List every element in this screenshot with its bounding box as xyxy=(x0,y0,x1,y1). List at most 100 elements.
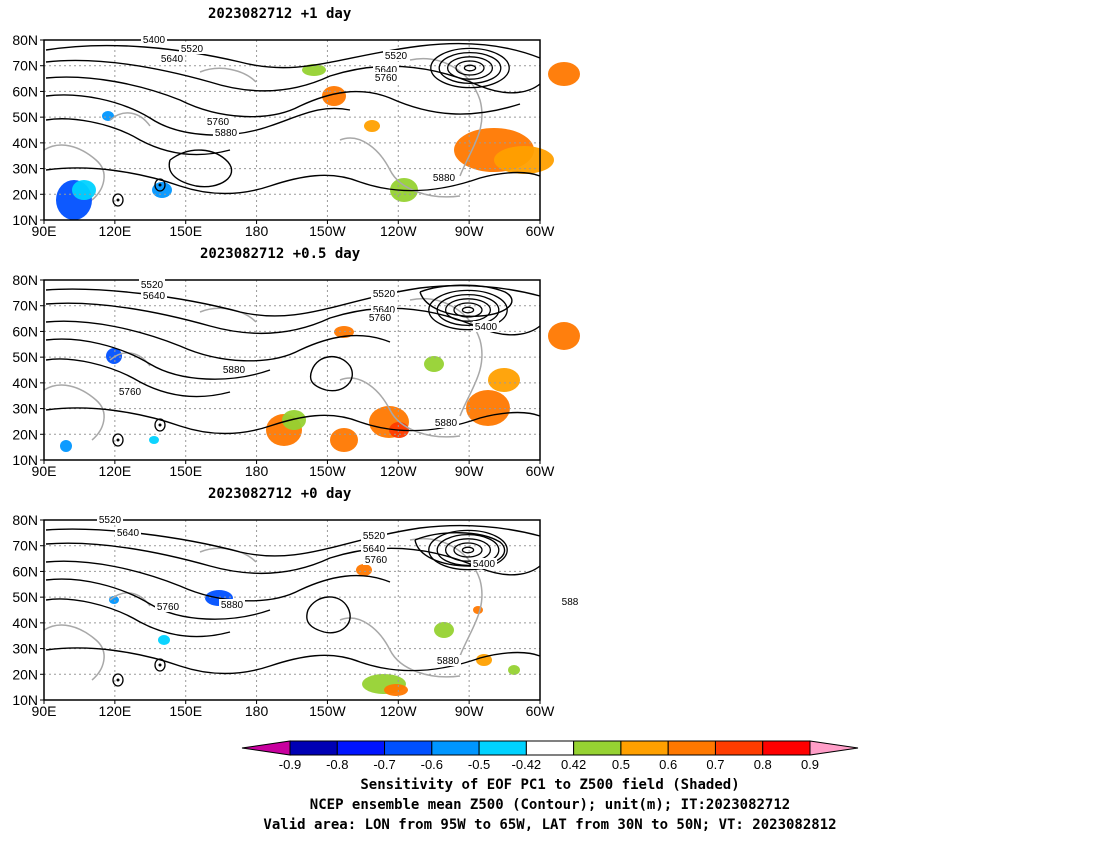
colorbar-tick-label: 0.8 xyxy=(754,757,772,772)
contour-label-bg xyxy=(373,72,399,83)
contour-label-bg xyxy=(373,64,399,75)
height-contour xyxy=(168,149,233,188)
contour-label-bg xyxy=(141,34,167,45)
colorbar-swatch xyxy=(478,740,527,756)
low-center-contour xyxy=(461,306,475,314)
contour-label-bg xyxy=(361,543,387,554)
high-center-dot xyxy=(116,438,120,442)
shading-blob xyxy=(158,635,170,645)
lon-tick-label: 180 xyxy=(245,223,269,239)
high-center-contour xyxy=(154,658,166,672)
colorbar-tick-label: 0.5 xyxy=(612,757,630,772)
contour-label: 5640 xyxy=(373,305,396,316)
colorbar-swatch xyxy=(667,740,716,756)
shading-blob xyxy=(72,180,96,200)
coastline xyxy=(409,538,483,657)
lon-tick-label: 150E xyxy=(169,703,202,719)
contour-label: 5640 xyxy=(375,65,398,76)
contour-label-bg xyxy=(159,53,185,64)
low-center-contour xyxy=(436,533,500,567)
lon-tick-label: 150W xyxy=(309,703,346,719)
contour-label-bg xyxy=(155,601,181,612)
height-contour xyxy=(45,42,541,69)
lat-tick-label: 80N xyxy=(12,512,38,528)
height-contour xyxy=(45,542,541,576)
shading-blob xyxy=(102,111,114,121)
lon-tick-label: 60W xyxy=(526,463,556,479)
low-center-contour xyxy=(428,289,508,331)
height-contour xyxy=(45,320,391,362)
lat-tick-label: 70N xyxy=(12,298,38,314)
colorbar-swatch xyxy=(762,740,811,756)
lon-tick-label: 120W xyxy=(380,703,417,719)
contour-label: 5400 xyxy=(143,35,166,46)
lon-tick-label: 150W xyxy=(309,463,346,479)
contour-label-bg xyxy=(363,554,389,565)
contour-label-bg xyxy=(179,43,205,54)
contour-label-bg xyxy=(435,655,461,666)
coastline xyxy=(199,307,257,323)
lat-tick-label: 50N xyxy=(12,589,38,605)
coastline xyxy=(339,137,461,198)
contour-label-bg xyxy=(383,50,409,61)
lat-tick-label: 20N xyxy=(12,426,38,442)
shading-blob xyxy=(364,120,380,132)
lat-tick-label: 60N xyxy=(12,563,38,579)
contour-label: 5640 xyxy=(363,544,386,555)
contour-label: 588 xyxy=(562,597,579,608)
colorbar-tick-label: -0.8 xyxy=(326,757,348,772)
lon-tick-label: 150E xyxy=(169,223,202,239)
shading-blob xyxy=(302,64,326,76)
panel-title-day05: 2023082712 +0.5 day xyxy=(200,246,361,262)
lon-tick-label: 150W xyxy=(309,223,346,239)
contour-label: 5640 xyxy=(143,291,166,302)
shading-blob xyxy=(548,62,580,86)
contour-label-bg xyxy=(213,127,239,138)
coastline xyxy=(109,112,151,127)
contour-label-bg xyxy=(97,514,123,525)
height-contour xyxy=(45,338,271,380)
contour-label: 5760 xyxy=(369,313,392,324)
lat-tick-label: 10N xyxy=(12,452,38,468)
contour-label-bg xyxy=(473,321,499,332)
lat-tick-label: 70N xyxy=(12,538,38,554)
coastline xyxy=(43,624,105,681)
contour-label-bg xyxy=(433,417,459,428)
contour-label-bg xyxy=(471,558,497,569)
low-center-contour xyxy=(446,56,494,80)
lon-tick-label: 90W xyxy=(455,223,485,239)
lon-tick-label: 90W xyxy=(455,463,485,479)
colorbar-tick-label: -0.6 xyxy=(421,757,443,772)
lat-tick-label: 50N xyxy=(12,109,38,125)
contour-label-bg xyxy=(371,304,397,315)
shading-blob xyxy=(476,654,492,666)
lat-tick-label: 80N xyxy=(12,32,38,48)
height-contour xyxy=(45,358,231,398)
map-frame xyxy=(43,519,541,701)
lon-tick-label: 120E xyxy=(99,463,132,479)
contour-label-bg xyxy=(219,599,245,610)
high-center-dot xyxy=(158,663,162,667)
contour-label-bg xyxy=(221,364,247,375)
low-center-contour xyxy=(453,542,483,558)
low-center-contour xyxy=(436,293,500,327)
low-center-contour xyxy=(463,64,477,72)
lat-tick-label: 60N xyxy=(12,323,38,339)
contour-label: 5640 xyxy=(161,54,184,65)
caption-line-3: Valid area: LON from 95W to 65W, LAT fro… xyxy=(263,817,837,833)
caption-line-2: NCEP ensemble mean Z500 (Contour); unit(… xyxy=(309,797,791,813)
coastline xyxy=(43,144,105,201)
colorbar-swatch xyxy=(620,740,669,756)
high-center-dot xyxy=(158,183,162,187)
height-contour xyxy=(45,76,521,118)
lat-tick-label: 40N xyxy=(12,375,38,391)
colorbar-tick-label: 0.9 xyxy=(801,757,819,772)
coastline xyxy=(409,298,483,417)
shading-blob xyxy=(384,684,408,696)
colorbar-tick-label: 0.42 xyxy=(561,757,586,772)
high-center-contour xyxy=(154,178,166,192)
